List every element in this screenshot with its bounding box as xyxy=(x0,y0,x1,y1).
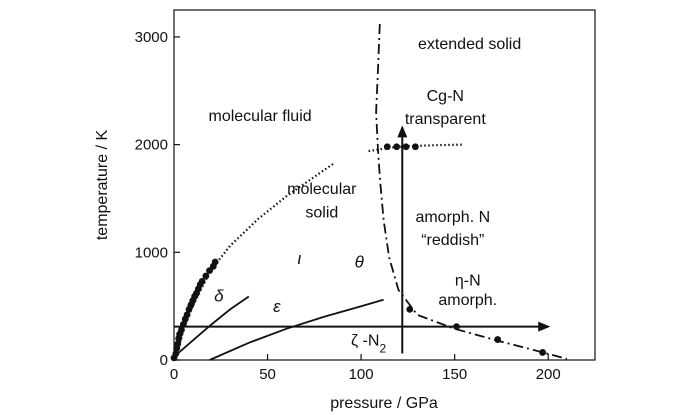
annotation-label: Cg-N xyxy=(427,88,464,105)
annotation-label: θ xyxy=(355,252,365,271)
data-point xyxy=(383,143,391,151)
annotation-label: ι xyxy=(297,249,301,268)
annotation-label: molecular fluid xyxy=(208,108,311,125)
annotation-label: molecular xyxy=(287,181,357,198)
y-tick-label: 3000 xyxy=(135,29,168,46)
annotation-label: δ xyxy=(214,286,224,305)
data-point xyxy=(202,272,210,280)
x-tick-label: 200 xyxy=(536,366,561,383)
annotation-label: ζ -N2 xyxy=(351,332,386,355)
y-tick-label: 1000 xyxy=(135,244,168,261)
y-tick-label: 0 xyxy=(160,352,168,369)
x-axis-title: pressure / GPa xyxy=(330,395,438,412)
dash-dot-curve-4 xyxy=(375,23,568,360)
y-tick-label: 2000 xyxy=(135,137,168,154)
data-point xyxy=(393,143,401,151)
data-point xyxy=(198,277,206,285)
annotation-layer: extended solid Cg-N transparent molecular f… xyxy=(208,36,521,356)
x-tick-label: 100 xyxy=(349,366,374,383)
data-point xyxy=(406,305,414,313)
data-point xyxy=(178,326,185,334)
annotation-label: ε xyxy=(273,297,281,316)
data-point xyxy=(211,258,219,266)
data-point xyxy=(539,349,547,356)
data-point xyxy=(174,340,182,348)
annotation-label: “reddish” xyxy=(421,232,484,249)
dotted-curve-5 xyxy=(368,143,465,153)
x-tick-label: 150 xyxy=(442,366,467,383)
annotation-label: amorph. xyxy=(438,292,497,309)
solid-curve-2 xyxy=(173,295,250,358)
y-axis-title: temperature / K xyxy=(94,130,111,241)
annotation-label: extended solid xyxy=(418,36,521,53)
annotation-label: amorph. N xyxy=(415,209,490,226)
x-tick-label: 50 xyxy=(259,366,276,383)
data-point xyxy=(411,143,419,151)
annotation-label: solid xyxy=(305,204,338,221)
solid-curve-3 xyxy=(209,298,384,361)
annotation-label: transparent xyxy=(405,111,486,128)
x-tick-label: 0 xyxy=(170,366,178,383)
data-point xyxy=(494,336,502,343)
scatter-series-1 xyxy=(170,258,219,362)
data-point xyxy=(183,311,191,319)
plot-frame xyxy=(173,9,596,361)
scatter-series-6 xyxy=(383,143,547,356)
series-layer xyxy=(170,23,568,362)
data-point xyxy=(402,143,410,151)
dotted-curve-0 xyxy=(174,163,334,359)
annotation-label: η-N xyxy=(455,273,481,290)
